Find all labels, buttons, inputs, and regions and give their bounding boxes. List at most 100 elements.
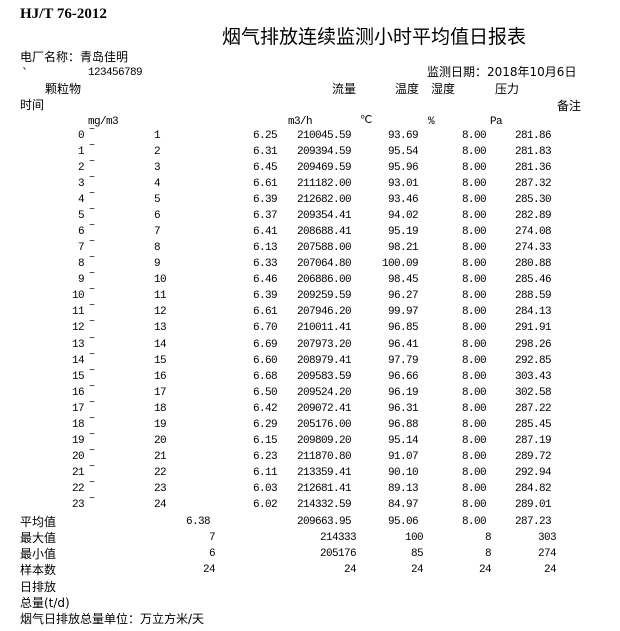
- range-tilde: ~: [89, 493, 95, 505]
- range-tilde: ~: [89, 413, 95, 425]
- humidity-value: 8.00: [461, 482, 487, 495]
- hour-to: 2: [154, 146, 161, 159]
- hour-to: 7: [154, 226, 161, 239]
- humidity-value: 8.00: [461, 178, 487, 191]
- humidity-value: 8.00: [461, 498, 487, 511]
- hour-to: 4: [154, 178, 161, 191]
- temperature-value: 96.27: [387, 290, 419, 303]
- range-tilde: ~: [89, 189, 95, 201]
- humidity-value: 8: [484, 548, 492, 560]
- temperature-value: 95.14: [387, 434, 419, 447]
- particulate-value: 6.23: [252, 450, 278, 463]
- temperature-value: 94.02: [387, 210, 419, 223]
- pressure-value: 284.13: [514, 306, 552, 319]
- pressure-value: 282.89: [514, 210, 552, 223]
- flow-value: 208979.41: [296, 354, 352, 367]
- particulate-value: 6.37: [252, 210, 278, 223]
- hour-to: 8: [154, 242, 161, 255]
- col-particulate: 颗粒物: [45, 82, 82, 96]
- humidity-value: 8.00: [461, 338, 487, 351]
- particulate-value: 6.68: [252, 370, 278, 383]
- backtick-mark: `: [22, 66, 28, 80]
- unit-temperature: ℃: [360, 115, 372, 127]
- pressure-value: 287.23: [514, 516, 552, 528]
- pressure-value: 285.46: [514, 274, 552, 287]
- pressure-value: 288.59: [514, 290, 552, 303]
- hour-to: 10: [154, 274, 167, 287]
- temperature-value: 84.97: [387, 498, 419, 511]
- range-tilde: ~: [89, 157, 95, 169]
- temperature-value: 96.88: [387, 418, 419, 431]
- hour-from: 8: [77, 258, 85, 271]
- hour-to: 24: [154, 498, 167, 511]
- range-tilde: ~: [89, 365, 95, 377]
- particulate-value: 6.61: [252, 178, 278, 191]
- range-tilde: ~: [89, 445, 95, 457]
- hour-from: 14: [71, 354, 85, 367]
- temperature-value: 95.96: [387, 162, 419, 175]
- hour-to: 14: [154, 338, 167, 351]
- flow-value: 24: [343, 564, 357, 576]
- temperature-value: 96.66: [387, 370, 419, 383]
- hour-from: 10: [71, 290, 85, 303]
- hour-from: 15: [71, 370, 85, 383]
- flow-value: 210045.59: [296, 130, 352, 142]
- temperature-value: 98.21: [387, 242, 419, 255]
- hour-from: 13: [71, 338, 85, 351]
- humidity-value: 8.00: [461, 290, 487, 303]
- col-time: 时间: [20, 98, 45, 112]
- particulate-value: 6.46: [252, 274, 278, 287]
- humidity-value: 8.00: [461, 130, 487, 142]
- hour-to: 11: [154, 290, 167, 303]
- range-tilde: ~: [89, 269, 95, 281]
- humidity-value: 8.00: [461, 194, 487, 207]
- hour-to: 13: [154, 322, 167, 335]
- summary-label: 最大值: [20, 531, 57, 545]
- temperature-value: 99.97: [387, 306, 419, 319]
- unit-humidity: %: [428, 116, 435, 128]
- flow-value: 209663.95: [296, 516, 352, 528]
- pressure-value: 274.33: [514, 242, 552, 255]
- range-tilde: ~: [89, 141, 95, 153]
- plant-name: 电厂名称：青岛佳明: [20, 50, 129, 64]
- particulate-value: 6.42: [252, 402, 278, 415]
- humidity-value: 8.00: [461, 146, 487, 159]
- pressure-value: 281.83: [514, 146, 552, 159]
- range-tilde: ~: [89, 237, 95, 249]
- flow-value: 214332.59: [296, 498, 352, 511]
- particulate-value: 6.60: [252, 354, 278, 367]
- flow-value: 209072.41: [296, 402, 352, 415]
- temperature-value: 95.54: [387, 146, 419, 159]
- particulate-value: 6.70: [252, 322, 278, 335]
- hour-from: 11: [71, 306, 85, 319]
- hour-to: 22: [154, 466, 167, 479]
- humidity-value: 24: [478, 564, 492, 576]
- flow-value: 209583.59: [296, 370, 352, 383]
- pressure-value: 298.26: [514, 338, 552, 351]
- summary-label: 最小值: [20, 547, 57, 561]
- pressure-value: 292.94: [514, 466, 552, 479]
- flow-value: 209469.59: [296, 162, 352, 175]
- flow-value: 209259.59: [296, 290, 352, 303]
- unit-particulate: mg/m3: [88, 116, 119, 128]
- humidity-value: 8.00: [461, 434, 487, 447]
- hour-from: 12: [71, 322, 85, 335]
- flow-value: 209809.20: [296, 434, 352, 447]
- col-temperature: 温度: [395, 82, 420, 96]
- hour-to: 20: [154, 434, 167, 447]
- hour-from: 4: [77, 194, 85, 207]
- flow-value: 209394.59: [296, 146, 352, 159]
- particulate-value: 6.31: [252, 146, 278, 159]
- hour-to: 17: [154, 386, 167, 399]
- hour-from: 0: [77, 130, 85, 142]
- pressure-value: 285.30: [514, 194, 552, 207]
- pressure-value: 291.91: [514, 322, 552, 335]
- particulate-value: 6.69: [252, 338, 278, 351]
- range-tilde: ~: [89, 349, 95, 361]
- range-tilde: ~: [89, 285, 95, 297]
- unit-note: 烟气日排放总量单位：万立方米/天: [20, 612, 205, 626]
- hour-from: 5: [77, 210, 85, 223]
- temperature-value: 93.69: [387, 130, 419, 142]
- humidity-value: 8.00: [461, 370, 487, 383]
